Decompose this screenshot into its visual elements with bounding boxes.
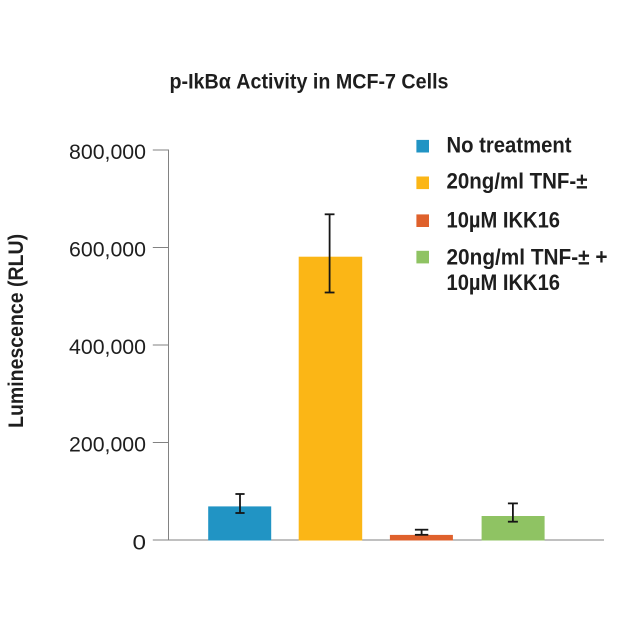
svg-text:Luminescence (RLU): Luminescence (RLU) [4,234,28,428]
svg-text:20ng/ml TNF-±: 20ng/ml TNF-± [447,168,588,193]
svg-text:10µM IKK16: 10µM IKK16 [447,208,561,233]
svg-text:p-IkBα Activity in MCF-7 Cells: p-IkBα Activity in MCF-7 Cells [170,70,449,94]
svg-text:400,000: 400,000 [69,336,146,359]
svg-text:20ng/ml TNF-± +: 20ng/ml TNF-± + [447,244,608,269]
svg-text:600,000: 600,000 [69,239,146,262]
svg-text:0: 0 [133,531,147,554]
svg-text:200,000: 200,000 [69,434,146,457]
svg-text:No treatment: No treatment [447,132,572,157]
svg-text:10µM IKK16: 10µM IKK16 [447,270,561,295]
svg-text:800,000: 800,000 [69,141,146,164]
